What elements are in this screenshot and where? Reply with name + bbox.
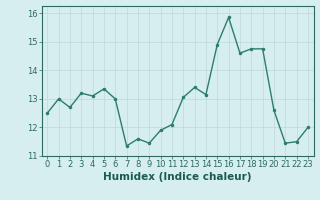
X-axis label: Humidex (Indice chaleur): Humidex (Indice chaleur) xyxy=(103,172,252,182)
